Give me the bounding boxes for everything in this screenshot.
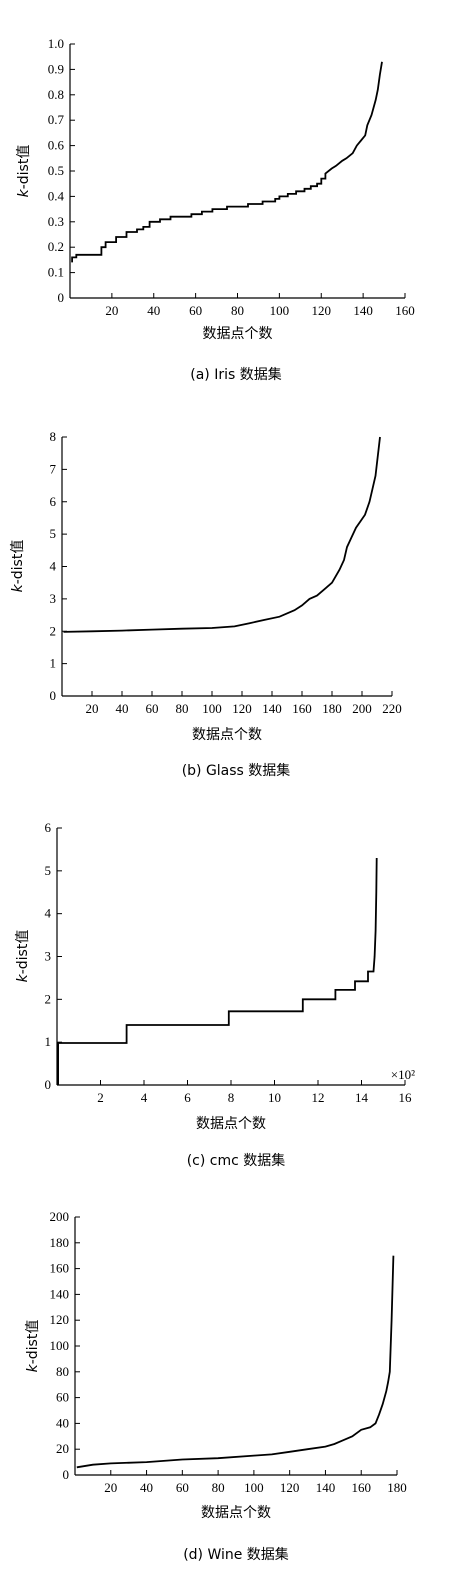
chart-caption-iris: (a) Iris 数据集 bbox=[190, 367, 282, 383]
y-tick-label: 0.8 bbox=[48, 87, 64, 102]
x-tick-label: 160 bbox=[395, 303, 415, 318]
x-tick-label: 220 bbox=[382, 701, 402, 716]
y-tick-label: 4 bbox=[45, 906, 52, 921]
x-tick-label: 120 bbox=[312, 303, 332, 318]
y-axis-title: k-dist值 bbox=[15, 930, 31, 983]
x-tick-label: 2 bbox=[97, 1090, 104, 1105]
chart-wine: 0 20 40 60 80 100 120 140 160 180 200 20 40 60 80 100 12… bbox=[25, 1209, 407, 1521]
k-dist-series-line bbox=[57, 857, 378, 1085]
chart-iris: 0 0.1 0.2 0.3 0.4 0.5 0.6 0.7 0.8 0.9 1.0 20 40 60 80 1… bbox=[16, 36, 415, 342]
y-tick-label: 0 bbox=[50, 688, 57, 703]
y-tick-label: 120 bbox=[50, 1312, 70, 1327]
y-tick-label: 2 bbox=[45, 991, 52, 1006]
y-tick-label: 8 bbox=[50, 429, 57, 444]
x-tick-label: 20 bbox=[86, 701, 99, 716]
y-tick-label: 1 bbox=[45, 1034, 52, 1049]
x-tick-label: 10 bbox=[268, 1090, 281, 1105]
chart-panel-wine: 0 20 40 60 80 100 120 140 160 180 200 20 40 60 80 100 12… bbox=[0, 1190, 472, 1585]
y-axis-title: k-dist值 bbox=[10, 540, 26, 593]
y-tick-label: 0 bbox=[58, 290, 65, 305]
x-tick-label: 140 bbox=[316, 1480, 336, 1495]
y-tick-label: 0.9 bbox=[48, 61, 64, 76]
y-tick-label: 0.1 bbox=[48, 265, 64, 280]
y-tick-label: 1.0 bbox=[48, 36, 64, 51]
x-tick-label: 180 bbox=[387, 1480, 407, 1495]
x-tick-label: 6 bbox=[184, 1090, 191, 1105]
y-tick-label: 4 bbox=[50, 559, 57, 574]
y-tick-label: 0.7 bbox=[48, 112, 65, 127]
x-tick-label: 120 bbox=[280, 1480, 300, 1495]
k-dist-series-line bbox=[76, 1255, 395, 1469]
chart-panel-glass: 0 1 2 3 4 5 6 7 8 20 40 60 80 100 120 140 160 180 200 220 数据… bbox=[0, 390, 472, 790]
x-tick-label: 140 bbox=[262, 701, 282, 716]
x-tick-label: 8 bbox=[228, 1090, 235, 1105]
x-axis-title: 数据点个数 bbox=[196, 1116, 266, 1132]
x-tick-label: 60 bbox=[176, 1480, 189, 1495]
x-tick-label: 4 bbox=[141, 1090, 148, 1105]
k-dist-series-line bbox=[63, 436, 381, 633]
x-tick-label: 12 bbox=[312, 1090, 325, 1105]
x-tick-label: 180 bbox=[322, 701, 342, 716]
y-tick-label: 3 bbox=[50, 591, 57, 606]
x-tick-label: 20 bbox=[105, 303, 118, 318]
y-tick-label: 5 bbox=[50, 526, 57, 541]
y-tick-label: 0 bbox=[63, 1467, 70, 1482]
y-tick-label: 140 bbox=[50, 1286, 70, 1301]
y-tick-label: 80 bbox=[56, 1364, 69, 1379]
y-tick-label: 0.6 bbox=[48, 138, 65, 153]
y-tick-label: 6 bbox=[45, 820, 52, 835]
y-tick-label: 160 bbox=[50, 1261, 70, 1276]
x-tick-label: 40 bbox=[140, 1480, 153, 1495]
y-tick-label: 1 bbox=[50, 656, 57, 671]
chart-caption-cmc: (c) cmc 数据集 bbox=[186, 1153, 286, 1169]
y-tick-label: 0 bbox=[45, 1077, 52, 1092]
y-tick-label: 0.4 bbox=[48, 188, 65, 203]
y-tick-label: 0.5 bbox=[48, 163, 64, 178]
chart-panel-iris: 0 0.1 0.2 0.3 0.4 0.5 0.6 0.7 0.8 0.9 1.0 20 40 60 80 1… bbox=[0, 0, 472, 390]
y-tick-label: 60 bbox=[56, 1390, 69, 1405]
x-tick-label: 140 bbox=[353, 303, 373, 318]
chart-glass: 0 1 2 3 4 5 6 7 8 20 40 60 80 100 120 140 160 180 200 220 数据… bbox=[10, 429, 402, 743]
x-tick-label: 80 bbox=[176, 701, 189, 716]
x-axis-multiplier: ×10² bbox=[391, 1067, 415, 1082]
x-tick-label: 40 bbox=[147, 303, 160, 318]
y-tick-label: 180 bbox=[50, 1235, 70, 1250]
y-tick-label: 0.3 bbox=[48, 214, 64, 229]
x-tick-label: 20 bbox=[104, 1480, 117, 1495]
y-tick-label: 7 bbox=[50, 461, 57, 476]
x-axis-title: 数据点个数 bbox=[203, 326, 273, 342]
y-axis-title: k-dist值 bbox=[16, 145, 32, 198]
x-tick-label: 100 bbox=[270, 303, 290, 318]
x-tick-label: 160 bbox=[292, 701, 312, 716]
x-axis-title: 数据点个数 bbox=[192, 727, 262, 743]
k-dist-series-line bbox=[71, 61, 383, 263]
x-tick-label: 60 bbox=[189, 303, 202, 318]
y-tick-label: 5 bbox=[45, 863, 52, 878]
x-tick-label: 160 bbox=[351, 1480, 371, 1495]
x-tick-label: 80 bbox=[212, 1480, 225, 1495]
y-tick-label: 6 bbox=[50, 494, 57, 509]
y-tick-label: 3 bbox=[45, 949, 52, 964]
y-tick-label: 20 bbox=[56, 1441, 69, 1456]
y-tick-label: 100 bbox=[50, 1338, 70, 1353]
x-tick-label: 100 bbox=[244, 1480, 264, 1495]
x-tick-label: 80 bbox=[231, 303, 244, 318]
y-tick-label: 2 bbox=[50, 623, 57, 638]
x-tick-label: 40 bbox=[116, 701, 129, 716]
y-axis-title: k-dist值 bbox=[25, 1320, 41, 1373]
x-tick-label: 14 bbox=[355, 1090, 369, 1105]
x-axis-title: 数据点个数 bbox=[201, 1505, 271, 1521]
x-tick-label: 16 bbox=[399, 1090, 413, 1105]
y-tick-label: 200 bbox=[50, 1209, 70, 1224]
y-tick-label: 40 bbox=[56, 1415, 69, 1430]
y-tick-label: 0.2 bbox=[48, 239, 64, 254]
x-tick-label: 120 bbox=[232, 701, 252, 716]
chart-caption-glass: (b) Glass 数据集 bbox=[181, 763, 291, 779]
x-tick-label: 200 bbox=[352, 701, 372, 716]
chart-caption-wine: (d) Wine 数据集 bbox=[183, 1547, 289, 1563]
chart-panel-cmc: 0 1 2 3 4 5 6 2 4 6 8 10 12 14 16 ×10² 数据点个数 k-dist值 (c) … bbox=[0, 790, 472, 1190]
x-tick-label: 100 bbox=[202, 701, 222, 716]
x-tick-label: 60 bbox=[146, 701, 159, 716]
